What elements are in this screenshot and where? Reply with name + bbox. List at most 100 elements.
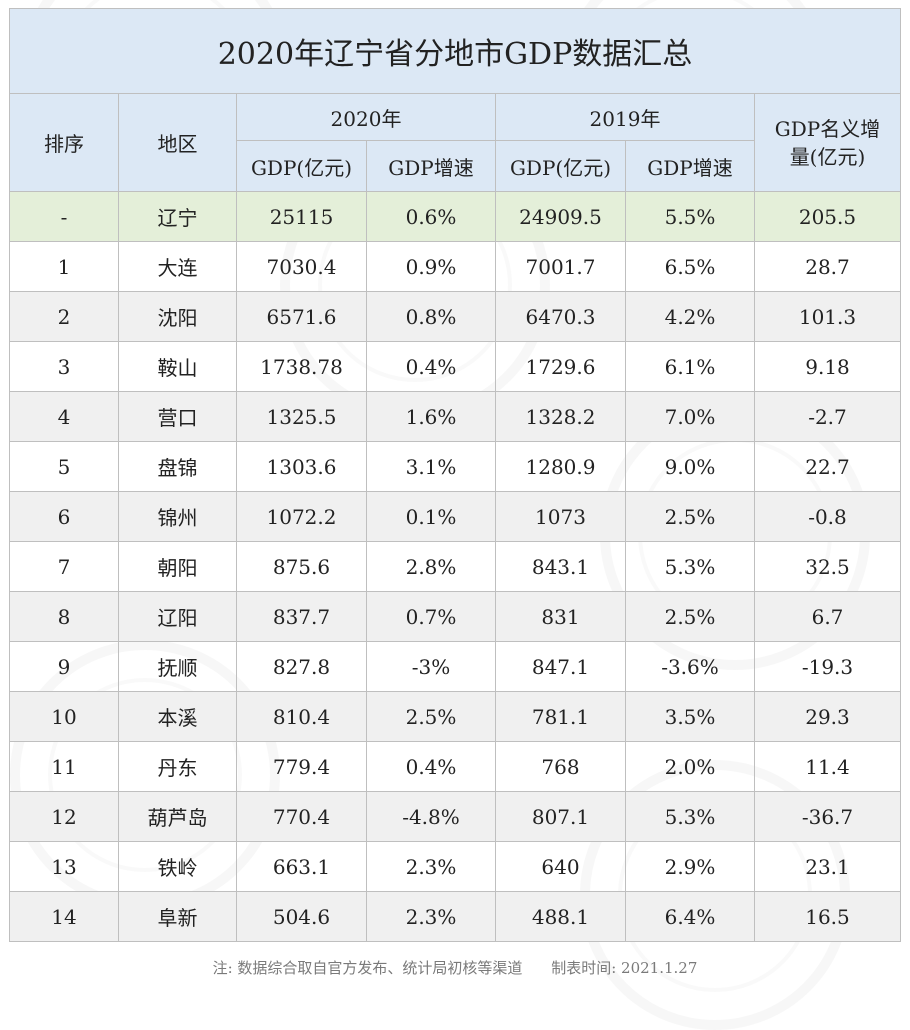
cell-gdp-2019: 24909.5	[495, 191, 626, 242]
cell-increment: 11.4	[754, 741, 901, 792]
header-region: 地区	[118, 93, 237, 192]
city-rows: 1 大连 7030.4 0.9% 7001.7 6.5% 28.7 2 沈阳 6571.6 0.8%…	[9, 241, 901, 942]
cell-region: 大连	[118, 241, 237, 292]
cell-gdp-2019: 1073	[495, 491, 626, 542]
cell-growth-2020: 0.8%	[366, 291, 496, 342]
cell-growth-2020: -3%	[366, 641, 496, 692]
cell-growth-2020: 0.4%	[366, 741, 496, 792]
cell-rank: 6	[9, 491, 119, 542]
cell-increment: 28.7	[754, 241, 901, 292]
cell-increment: 6.7	[754, 591, 901, 642]
cell-gdp-2020: 504.6	[236, 891, 367, 942]
footnote-source: 注: 数据综合取自官方发布、统计局初核等渠道	[212, 959, 523, 977]
cell-gdp-2020: 875.6	[236, 541, 367, 592]
cell-increment: 32.5	[754, 541, 901, 592]
cell-region: 朝阳	[118, 541, 237, 592]
cell-region: 抚顺	[118, 641, 237, 692]
cell-increment: -19.3	[754, 641, 901, 692]
cell-gdp-2020: 1072.2	[236, 491, 367, 542]
cell-gdp-2019: 847.1	[495, 641, 626, 692]
cell-increment: -36.7	[754, 791, 901, 842]
cell-gdp-2020: 7030.4	[236, 241, 367, 292]
cell-growth-2020: 0.7%	[366, 591, 496, 642]
header-row-1: 排序 地区 2020年 2019年 GDP名义增量(亿元)	[9, 93, 901, 192]
cell-gdp-2019: 488.1	[495, 891, 626, 942]
header-increment: GDP名义增量(亿元)	[754, 93, 901, 192]
table-row: 10 本溪 810.4 2.5% 781.1 3.5% 29.3	[9, 691, 901, 742]
table-row: 12 葫芦岛 770.4 -4.8% 807.1 5.3% -36.7	[9, 791, 901, 842]
cell-increment: 22.7	[754, 441, 901, 492]
header-growth-2019: GDP增速	[625, 140, 755, 192]
cell-increment: -0.8	[754, 491, 901, 542]
cell-region: 鞍山	[118, 341, 237, 392]
cell-growth-2019: 5.3%	[625, 791, 755, 842]
cell-rank: 12	[9, 791, 119, 842]
cell-growth-2019: 5.5%	[625, 191, 755, 242]
cell-region: 辽阳	[118, 591, 237, 642]
cell-growth-2020: 0.6%	[366, 191, 496, 242]
cell-gdp-2020: 1325.5	[236, 391, 367, 442]
cell-gdp-2019: 1328.2	[495, 391, 626, 442]
table-row: 6 锦州 1072.2 0.1% 1073 2.5% -0.8	[9, 491, 901, 542]
cell-rank: 9	[9, 641, 119, 692]
cell-gdp-2019: 1729.6	[495, 341, 626, 392]
cell-gdp-2020: 6571.6	[236, 291, 367, 342]
cell-growth-2019: 6.5%	[625, 241, 755, 292]
table-row: 3 鞍山 1738.78 0.4% 1729.6 6.1% 9.18	[9, 341, 901, 392]
cell-growth-2019: 9.0%	[625, 441, 755, 492]
cell-region: 沈阳	[118, 291, 237, 342]
header-gdp-2019: GDP(亿元)	[495, 140, 626, 192]
cell-region: 本溪	[118, 691, 237, 742]
cell-gdp-2020: 1738.78	[236, 341, 367, 392]
cell-rank: 10	[9, 691, 119, 742]
table-row: 4 营口 1325.5 1.6% 1328.2 7.0% -2.7	[9, 391, 901, 442]
cell-rank: 7	[9, 541, 119, 592]
cell-growth-2020: 2.3%	[366, 891, 496, 942]
title-row: 2020年辽宁省分地市GDP数据汇总	[9, 8, 901, 94]
cell-rank: 14	[9, 891, 119, 942]
cell-growth-2020: 0.1%	[366, 491, 496, 542]
cell-growth-2020: 0.9%	[366, 241, 496, 292]
cell-rank: 8	[9, 591, 119, 642]
header-row-2: GDP(亿元) GDP增速 GDP(亿元) GDP增速	[10, 140, 901, 192]
footnote-date: 制表时间: 2021.1.27	[551, 959, 698, 977]
cell-gdp-2019: 843.1	[495, 541, 626, 592]
cell-growth-2019: 2.9%	[625, 841, 755, 892]
cell-growth-2019: 5.3%	[625, 541, 755, 592]
cell-rank: 2	[9, 291, 119, 342]
cell-gdp-2019: 7001.7	[495, 241, 626, 292]
cell-growth-2019: 4.2%	[625, 291, 755, 342]
table-row: 1 大连 7030.4 0.9% 7001.7 6.5% 28.7	[9, 241, 901, 292]
cell-region: 锦州	[118, 491, 237, 542]
cell-rank: 13	[9, 841, 119, 892]
cell-gdp-2019: 768	[495, 741, 626, 792]
cell-region: 营口	[118, 391, 237, 442]
cell-region: 丹东	[118, 741, 237, 792]
cell-gdp-2020: 25115	[236, 191, 367, 242]
cell-growth-2020: -4.8%	[366, 791, 496, 842]
cell-gdp-2019: 807.1	[495, 791, 626, 842]
cell-gdp-2020: 810.4	[236, 691, 367, 742]
table-row: 2 沈阳 6571.6 0.8% 6470.3 4.2% 101.3	[9, 291, 901, 342]
footnote: 注: 数据综合取自官方发布、统计局初核等渠道 制表时间: 2021.1.27	[0, 957, 910, 985]
cell-growth-2019: -3.6%	[625, 641, 755, 692]
cell-gdp-2019: 781.1	[495, 691, 626, 742]
cell-region: 阜新	[118, 891, 237, 942]
cell-growth-2020: 1.6%	[366, 391, 496, 442]
cell-growth-2019: 3.5%	[625, 691, 755, 742]
cell-increment: 205.5	[754, 191, 901, 242]
cell-increment: 101.3	[754, 291, 901, 342]
cell-gdp-2020: 837.7	[236, 591, 367, 642]
cell-gdp-2019: 1280.9	[495, 441, 626, 492]
cell-growth-2020: 2.5%	[366, 691, 496, 742]
cell-growth-2019: 2.0%	[625, 741, 755, 792]
table-row: 11 丹东 779.4 0.4% 768 2.0% 11.4	[9, 741, 901, 792]
table-row: 7 朝阳 875.6 2.8% 843.1 5.3% 32.5	[9, 541, 901, 592]
table-row: 9 抚顺 827.8 -3% 847.1 -3.6% -19.3	[9, 641, 901, 692]
gdp-table: 2020年辽宁省分地市GDP数据汇总 排序 地区 2020年 2019年 GDP…	[9, 8, 901, 942]
cell-gdp-2020: 663.1	[236, 841, 367, 892]
cell-increment: 9.18	[754, 341, 901, 392]
cell-gdp-2020: 827.8	[236, 641, 367, 692]
cell-region: 盘锦	[118, 441, 237, 492]
header-gdp-2020: GDP(亿元)	[236, 140, 367, 192]
